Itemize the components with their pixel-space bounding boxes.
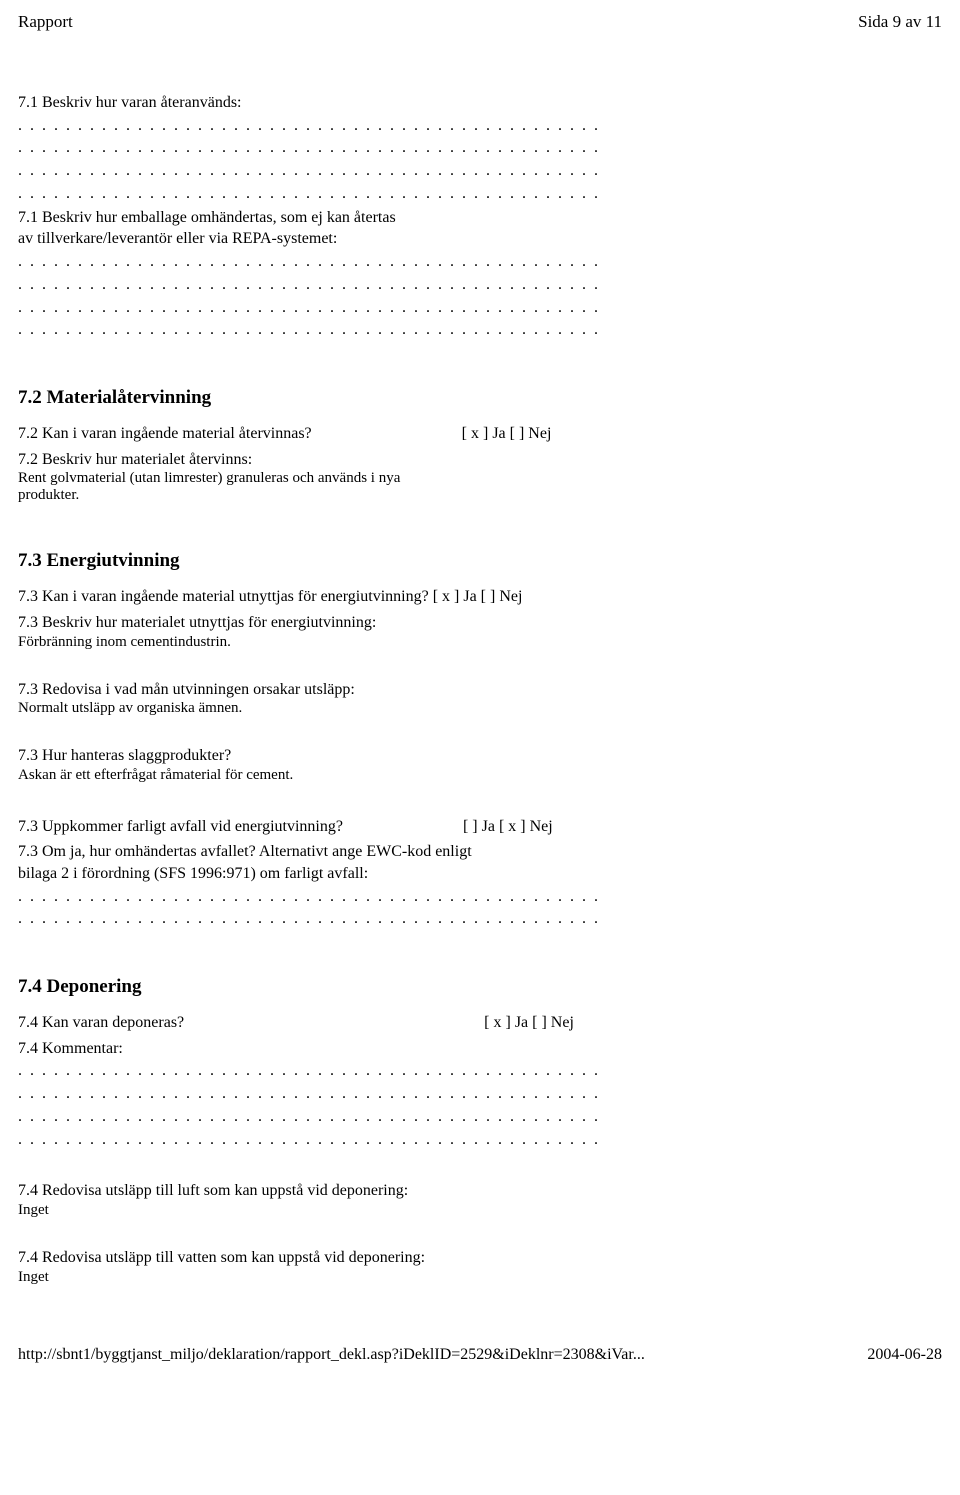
dotted-line: . . . . . . . . . . . . . . . . . . . . … — [18, 252, 942, 273]
dotted-line: . . . . . . . . . . . . . . . . . . . . … — [18, 1130, 942, 1151]
q-7-3-how: 7.3 Beskriv hur materialet utnyttjas för… — [18, 612, 942, 634]
dotted-line: . . . . . . . . . . . . . . . . . . . . … — [18, 1061, 942, 1082]
dotted-line: . . . . . . . . . . . . . . . . . . . . … — [18, 275, 942, 296]
q-7-1-packaging-l1: 7.1 Beskriv hur emballage omhändertas, s… — [18, 207, 942, 229]
q-7-4-deponera: 7.4 Kan varan deponeras? — [18, 1012, 184, 1034]
q-7-3-hazardous: 7.3 Uppkommer farligt avfall vid energiu… — [18, 816, 343, 838]
a-7-3-hazardous: [ ] Ja [ x ] Nej — [463, 816, 553, 838]
dotted-line: . . . . . . . . . . . . . . . . . . . . … — [18, 161, 942, 182]
q-7-2-how: 7.2 Beskriv hur materialet återvinns: — [18, 449, 942, 471]
dotted-line: . . . . . . . . . . . . . . . . . . . . … — [18, 116, 942, 137]
dotted-line: . . . . . . . . . . . . . . . . . . . . … — [18, 298, 942, 319]
q-7-3-slag: 7.3 Hur hanteras slaggprodukter? — [18, 745, 942, 767]
q-7-3-energy: 7.3 Kan i varan ingående material utnytt… — [18, 586, 429, 608]
a-7-2-how-l2: produkter. — [18, 487, 942, 504]
a-7-2-recyclable: [ x ] Ja [ ] Nej — [462, 423, 552, 445]
dotted-line: . . . . . . . . . . . . . . . . . . . . … — [18, 909, 942, 930]
q-7-3-ewc-l2: bilaga 2 i förordning (SFS 1996:971) om … — [18, 863, 942, 885]
header-right: Sida 9 av 11 — [858, 12, 942, 32]
dotted-line: . . . . . . . . . . . . . . . . . . . . … — [18, 138, 942, 159]
a-7-2-how-l1: Rent golvmaterial (utan limrester) granu… — [18, 470, 942, 487]
q-7-1-packaging-l2: av tillverkare/leverantör eller via REPA… — [18, 228, 942, 250]
dotted-line: . . . . . . . . . . . . . . . . . . . . … — [18, 1084, 942, 1105]
a-7-4-water: Inget — [18, 1269, 942, 1286]
header-left: Rapport — [18, 12, 73, 32]
a-7-4-air: Inget — [18, 1202, 942, 1219]
section-7-4-title: 7.4 Deponering — [18, 976, 942, 998]
footer-url: http://sbnt1/byggtjanst_miljo/deklaratio… — [18, 1346, 645, 1364]
section-7-2-title: 7.2 Materialåtervinning — [18, 387, 942, 409]
q-7-4-comment: 7.4 Kommentar: — [18, 1038, 942, 1060]
dotted-line: . . . . . . . . . . . . . . . . . . . . … — [18, 184, 942, 205]
q-7-3-ewc-l1: 7.3 Om ja, hur omhändertas avfallet? Alt… — [18, 841, 942, 863]
q-7-4-air: 7.4 Redovisa utsläpp till luft som kan u… — [18, 1180, 942, 1202]
dotted-line: . . . . . . . . . . . . . . . . . . . . … — [18, 887, 942, 908]
a-7-3-energy: [ x ] Ja [ ] Nej — [433, 586, 523, 608]
dotted-line: . . . . . . . . . . . . . . . . . . . . … — [18, 1107, 942, 1128]
q-7-3-emissions: 7.3 Redovisa i vad mån utvinningen orsak… — [18, 679, 942, 701]
dotted-line: . . . . . . . . . . . . . . . . . . . . … — [18, 320, 942, 341]
q-7-4-water: 7.4 Redovisa utsläpp till vatten som kan… — [18, 1247, 942, 1269]
q-7-2-recyclable: 7.2 Kan i varan ingående material återvi… — [18, 423, 312, 445]
a-7-3-emissions: Normalt utsläpp av organiska ämnen. — [18, 700, 942, 717]
section-7-3-title: 7.3 Energiutvinning — [18, 550, 942, 572]
footer-date: 2004-06-28 — [867, 1346, 942, 1364]
q-7-1-reuse: 7.1 Beskriv hur varan återanvänds: — [18, 92, 942, 114]
a-7-4-deponera: [ x ] Ja [ ] Nej — [484, 1012, 574, 1034]
a-7-3-how: Förbränning inom cementindustrin. — [18, 634, 942, 651]
a-7-3-slag: Askan är ett efterfrågat råmaterial för … — [18, 767, 942, 784]
